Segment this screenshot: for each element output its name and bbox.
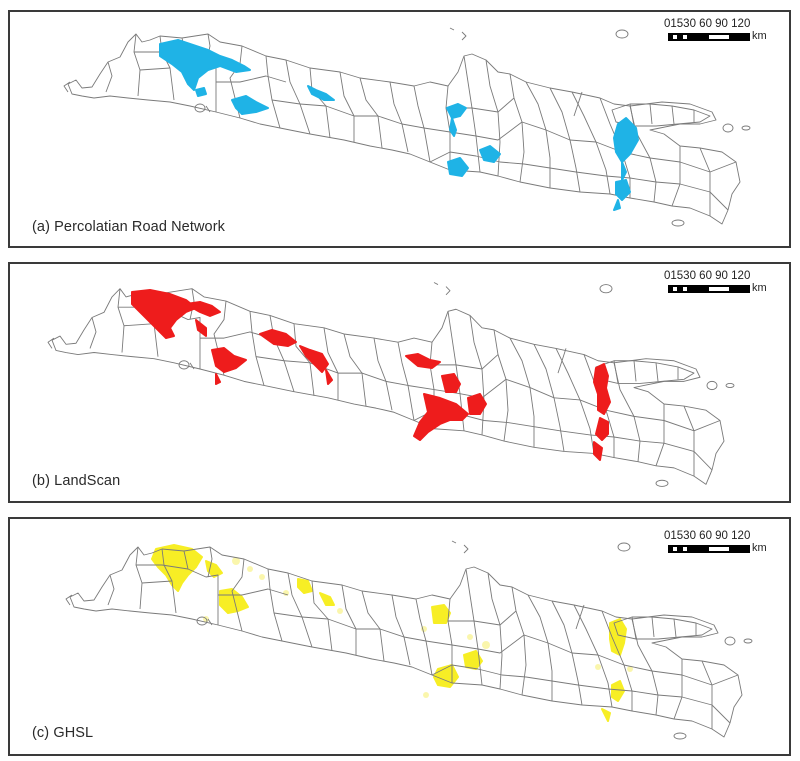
scale-bar-graphic [668,545,750,553]
panel-caption: (c) GHSL [32,725,94,741]
landscan-clusters [131,289,611,461]
java-map-ghsl [65,540,753,740]
java-map-landscan [47,282,735,487]
scale-unit: km [752,30,767,42]
scale-unit: km [752,542,767,554]
panel-caption: (b) LandScan [32,473,121,489]
ghsl-low-density [203,557,633,698]
scale-bar-graphic [668,33,750,41]
scale-tick-labels: 01530 60 90 120 [664,530,751,542]
road-network-clusters [159,39,639,211]
scale-unit: km [752,282,767,294]
panel-percolation-road-network: 01530 60 90 120 km (a) Percolatian Road … [8,10,791,248]
scale-bar: 01530 60 90 120 km [664,270,784,300]
java-map-road-network [63,27,751,227]
ghsl-clusters [151,544,627,722]
scale-tick-labels: 01530 60 90 120 [664,18,751,30]
scale-tick-labels: 01530 60 90 120 [664,270,751,282]
scale-bar-graphic [668,285,750,293]
panel-caption: (a) Percolatian Road Network [32,219,225,235]
panel-landscan: 01530 60 90 120 km (b) LandScan [8,262,791,503]
scale-bar: 01530 60 90 120 km [664,18,784,48]
panel-ghsl: 01530 60 90 120 km (c) GHSL [8,517,791,756]
scale-bar: 01530 60 90 120 km [664,530,784,560]
